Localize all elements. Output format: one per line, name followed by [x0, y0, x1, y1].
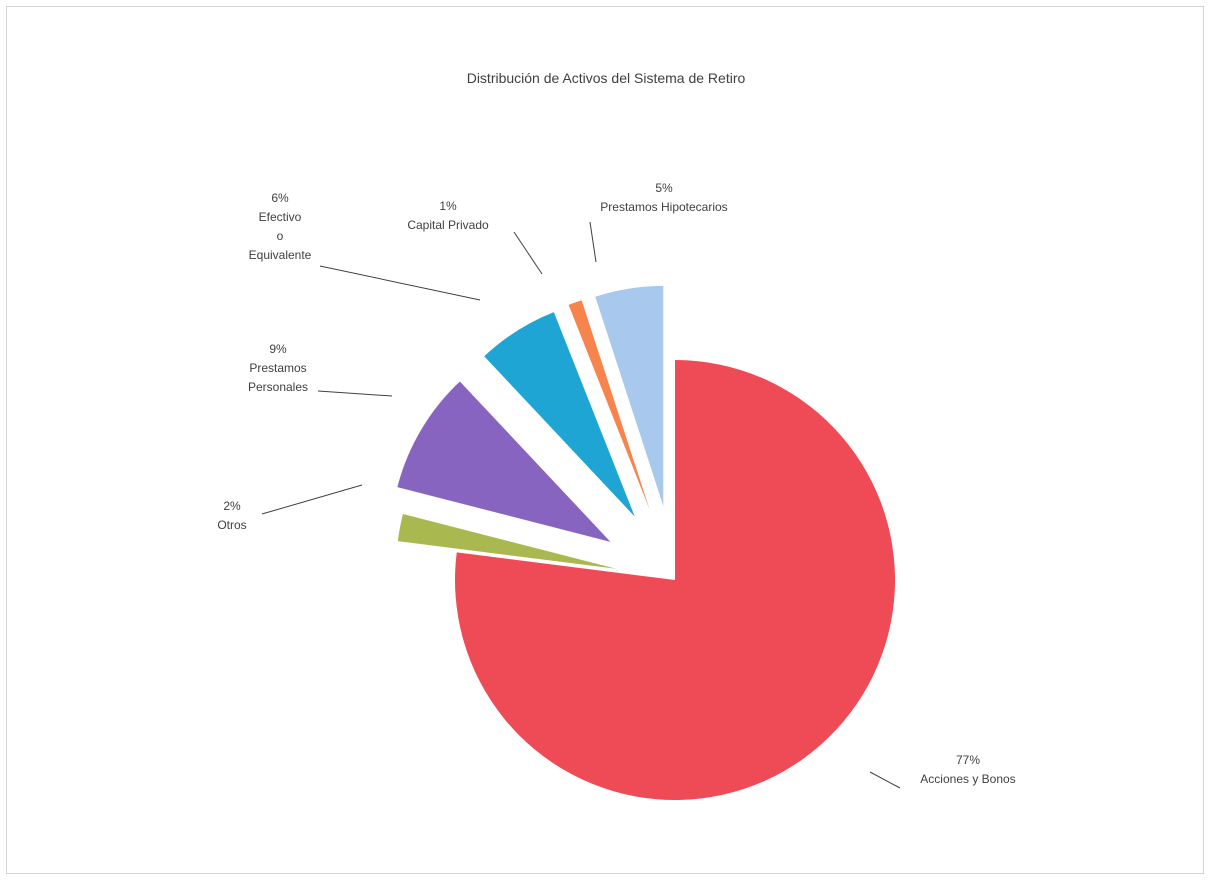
- leader-line-prestamos-personales: [317, 390, 393, 397]
- leader-line-efectivo-o-equivalente: [319, 265, 481, 301]
- data-label-otros: 2% Otros: [217, 499, 246, 532]
- data-label-capital-privado: 1% Capital Privado: [407, 199, 489, 232]
- pie-slice-otros: [397, 514, 617, 569]
- pie-slice-acciones-y-bonos: [454, 360, 895, 800]
- leader-line-capital-privado: [513, 231, 543, 275]
- pie-slice-prestamos-hipotecarios: [595, 285, 664, 506]
- leader-line-otros: [261, 484, 363, 515]
- pie-slice-efectivo-o-equivalente: [484, 312, 635, 517]
- chart-title: Distribución de Activos del Sistema de R…: [466, 70, 746, 86]
- data-label-prestamos-personales: 9% Prestamos Personales: [248, 342, 308, 394]
- pie-slice-capital-privado: [568, 300, 650, 510]
- leader-line-prestamos-hipotecarios: [589, 221, 597, 263]
- data-label-acciones-y-bonos: 77% Acciones y Bonos: [920, 753, 1015, 786]
- data-label-efectivo-o-equivalente: 6% Efectivo o Equivalente: [249, 191, 312, 262]
- pie-slice-prestamos-personales: [397, 381, 611, 542]
- leader-line-acciones-y-bonos: [869, 771, 901, 789]
- data-label-prestamos-hipotecarios: 5% Prestamos Hipotecarios: [600, 181, 727, 214]
